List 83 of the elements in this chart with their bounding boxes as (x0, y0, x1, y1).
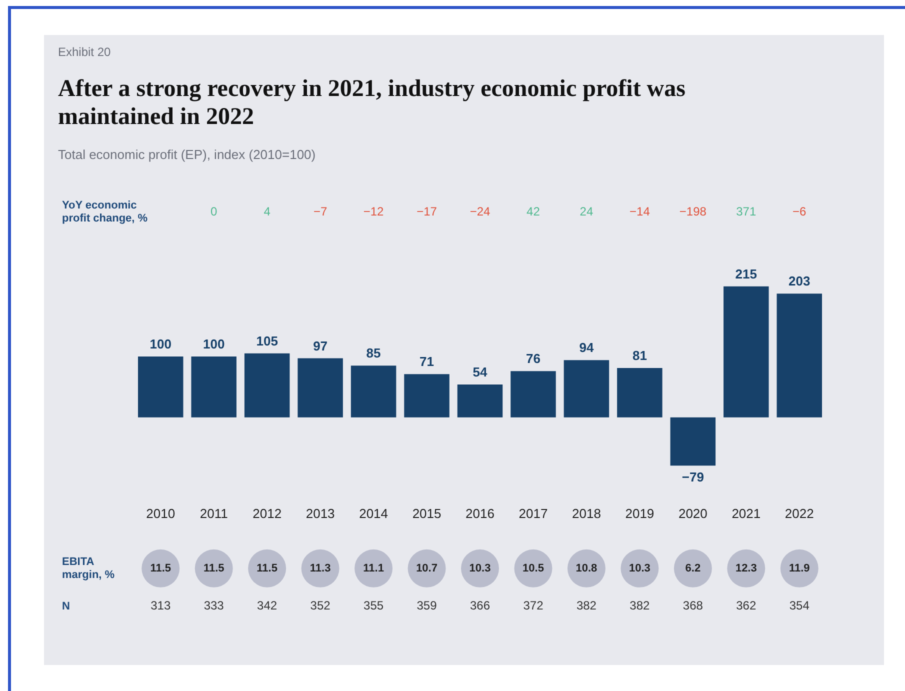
x-tick-label: 2011 (200, 506, 228, 521)
text: −198 (679, 204, 707, 218)
text: N (62, 600, 70, 612)
text: −12 (363, 204, 384, 218)
text: −24 (470, 204, 490, 218)
bar (564, 360, 610, 418)
text: 6.2 (685, 562, 701, 574)
data-label: 94 (579, 340, 594, 356)
text: 359 (416, 598, 438, 613)
text: 354 (789, 598, 810, 613)
bar (138, 356, 184, 418)
x-tick-label: 2016 (466, 506, 494, 521)
text: −14 (630, 204, 650, 218)
data-label: 81 (632, 348, 647, 364)
text: 371 (736, 204, 756, 218)
text: Exhibit 20 (58, 45, 111, 59)
text: 333 (204, 598, 224, 613)
text: 10.5 (522, 562, 544, 574)
bar (191, 356, 236, 418)
data-label: 85 (366, 346, 381, 361)
bar (350, 366, 396, 418)
text: 10.3 (469, 562, 491, 574)
chart-subtitle: Total economic profit (EP), index (2010=100) (58, 147, 316, 162)
text: 11.9 (788, 562, 810, 574)
text: −7 (313, 204, 328, 218)
text: 0 (210, 204, 218, 218)
text: 11.5 (256, 562, 278, 574)
text: YoY economic profit change, % (62, 200, 148, 225)
data-label: 105 (256, 333, 278, 348)
bar (457, 384, 503, 418)
data-label: 100 (150, 336, 172, 352)
text: 10.7 (416, 562, 438, 574)
text: 4 (264, 204, 271, 218)
x-tick-label: 2013 (306, 506, 335, 521)
bar (298, 358, 343, 418)
bar (670, 417, 716, 466)
data-label: −79 (682, 470, 704, 485)
text: −6 (792, 204, 807, 218)
text: 24 (580, 204, 594, 218)
x-tick-label: 2017 (518, 506, 548, 521)
text: 368 (682, 598, 704, 613)
text: 10.3 (628, 562, 650, 574)
x-tick-label: 2015 (412, 506, 442, 521)
text: 12.3 (735, 562, 757, 574)
text: 11.3 (310, 562, 331, 574)
x-tick-label: 2014 (359, 506, 388, 521)
text: 313 (150, 598, 171, 613)
data-label: 76 (526, 351, 540, 366)
text: 382 (576, 598, 597, 613)
data-label: 71 (420, 354, 434, 370)
data-label: 97 (313, 338, 328, 354)
data-label: 203 (788, 274, 810, 289)
x-tick-label: 2018 (572, 506, 601, 521)
data-label: 54 (472, 364, 488, 380)
text: 342 (257, 598, 278, 613)
x-tick-label: 2022 (784, 506, 814, 521)
bar (724, 286, 769, 418)
text: 11.1 (363, 562, 384, 574)
text: EBITA margin, % (62, 556, 115, 581)
text: 42 (526, 204, 540, 218)
bar (244, 353, 290, 418)
text: 366 (470, 598, 490, 613)
x-tick-label: 2020 (678, 506, 708, 521)
text: 10.8 (576, 562, 598, 574)
text: −17 (416, 204, 438, 218)
bar (776, 294, 822, 418)
text: 382 (630, 598, 650, 613)
bar (510, 371, 556, 418)
text: 362 (736, 598, 756, 613)
x-tick-label: 2021 (732, 506, 761, 521)
x-tick-label: 2019 (625, 506, 654, 521)
bar (617, 368, 662, 418)
text: 352 (310, 598, 331, 613)
data-label: 215 (735, 266, 758, 282)
text: 355 (364, 598, 384, 613)
x-tick-label: 2012 (252, 506, 282, 521)
text: 11.5 (203, 562, 224, 574)
data-label: 100 (202, 336, 225, 352)
text: 372 (523, 598, 544, 613)
chart-title: After a strong recovery in 2021, industry economic profit was maintained in 2022 (58, 75, 686, 131)
bar (404, 374, 450, 418)
text: 11.5 (150, 562, 172, 574)
x-tick-label: 2010 (146, 506, 176, 521)
